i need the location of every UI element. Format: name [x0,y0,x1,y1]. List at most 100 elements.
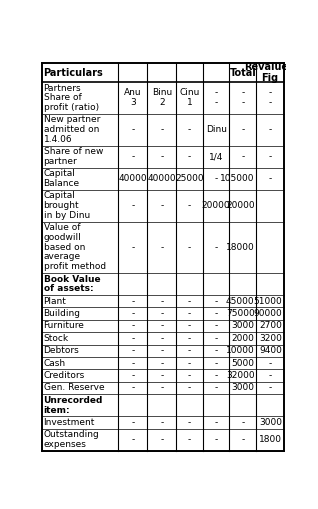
Text: -: - [188,371,191,380]
Text: 1/4: 1/4 [209,152,223,161]
Text: -: - [160,125,163,134]
Text: 2000: 2000 [232,334,254,343]
Text: goodwill: goodwill [44,233,81,242]
Text: -: - [241,418,245,427]
Text: -: - [160,201,163,210]
Text: 2700: 2700 [259,322,282,330]
Text: Binu: Binu [152,89,172,97]
Text: -: - [268,359,272,367]
Text: -: - [215,322,218,330]
Text: -: - [188,297,191,306]
Text: 32000: 32000 [226,371,254,380]
Text: -: - [215,243,218,252]
Text: -: - [241,152,245,161]
Text: 1: 1 [187,98,192,107]
Text: 1800: 1800 [259,435,282,444]
Text: 2: 2 [159,98,165,107]
Text: -: - [188,418,191,427]
Text: -: - [160,152,163,161]
Text: Partners: Partners [44,83,81,93]
Text: Furniture: Furniture [44,322,85,330]
Text: Cinu: Cinu [179,89,200,97]
Text: Building: Building [44,309,81,318]
Text: -: - [160,346,163,355]
Text: -: - [188,322,191,330]
Text: -: - [188,334,191,343]
Text: -: - [241,98,245,107]
Text: Share of new: Share of new [44,147,103,156]
Text: -: - [160,418,163,427]
Text: -: - [268,174,272,183]
Text: -: - [215,371,218,380]
Text: 51000: 51000 [253,297,282,306]
Text: -: - [215,346,218,355]
Text: -: - [268,152,272,161]
Text: Value of: Value of [44,223,80,232]
Text: -: - [215,418,218,427]
Text: -: - [268,98,272,107]
Text: Outstanding: Outstanding [44,430,99,439]
Text: in by Dinu: in by Dinu [44,211,90,220]
Text: -: - [160,309,163,318]
Text: 9400: 9400 [259,346,282,355]
Text: profit method: profit method [44,262,106,271]
Text: Cash: Cash [44,359,66,367]
Text: 40000: 40000 [148,174,176,183]
Text: 25000: 25000 [175,174,204,183]
Text: Balance: Balance [44,179,80,188]
Text: partner: partner [44,157,77,166]
Text: -: - [188,383,191,392]
Text: brought: brought [44,201,79,210]
Text: of assets:: of assets: [44,285,93,293]
Text: 10000: 10000 [226,346,254,355]
Text: 105000: 105000 [220,174,254,183]
Text: -: - [188,346,191,355]
Text: 5000: 5000 [232,359,254,367]
Text: Creditors: Creditors [44,371,85,380]
Text: 45000: 45000 [226,297,254,306]
Text: -: - [215,435,218,444]
Text: -: - [241,435,245,444]
Text: -: - [215,98,218,107]
Text: New partner: New partner [44,116,100,124]
Text: admitted on: admitted on [44,125,99,134]
Text: -: - [131,346,135,355]
Text: 1.4.06: 1.4.06 [44,135,72,144]
Text: -: - [268,89,272,97]
Text: -: - [215,309,218,318]
Text: -: - [215,383,218,392]
Text: Capital: Capital [44,191,75,201]
Text: -: - [160,297,163,306]
Text: -: - [215,359,218,367]
Text: -: - [160,435,163,444]
Text: 20000: 20000 [202,201,231,210]
Text: Anu: Anu [124,89,142,97]
Text: -: - [215,89,218,97]
Text: -: - [188,243,191,252]
Text: -: - [131,334,135,343]
Text: -: - [188,152,191,161]
Text: Total: Total [229,68,256,78]
Text: Revalued
Fig: Revalued Fig [245,62,295,83]
Text: -: - [215,334,218,343]
Text: -: - [160,243,163,252]
Text: 40000: 40000 [118,174,147,183]
Text: Investment: Investment [44,418,95,427]
Text: 90000: 90000 [253,309,282,318]
Text: -: - [131,435,135,444]
Text: -: - [268,383,272,392]
Text: -: - [268,371,272,380]
Text: -: - [160,334,163,343]
Text: 3000: 3000 [232,322,254,330]
Text: -: - [131,359,135,367]
Text: -: - [160,371,163,380]
Text: Dinu: Dinu [206,125,227,134]
Text: -: - [131,322,135,330]
Text: Share of: Share of [44,93,81,102]
Text: average: average [44,252,81,262]
Text: expenses: expenses [44,440,86,449]
Text: -: - [241,89,245,97]
Text: profit (ratio): profit (ratio) [44,103,99,112]
Text: -: - [131,243,135,252]
Text: -: - [188,435,191,444]
